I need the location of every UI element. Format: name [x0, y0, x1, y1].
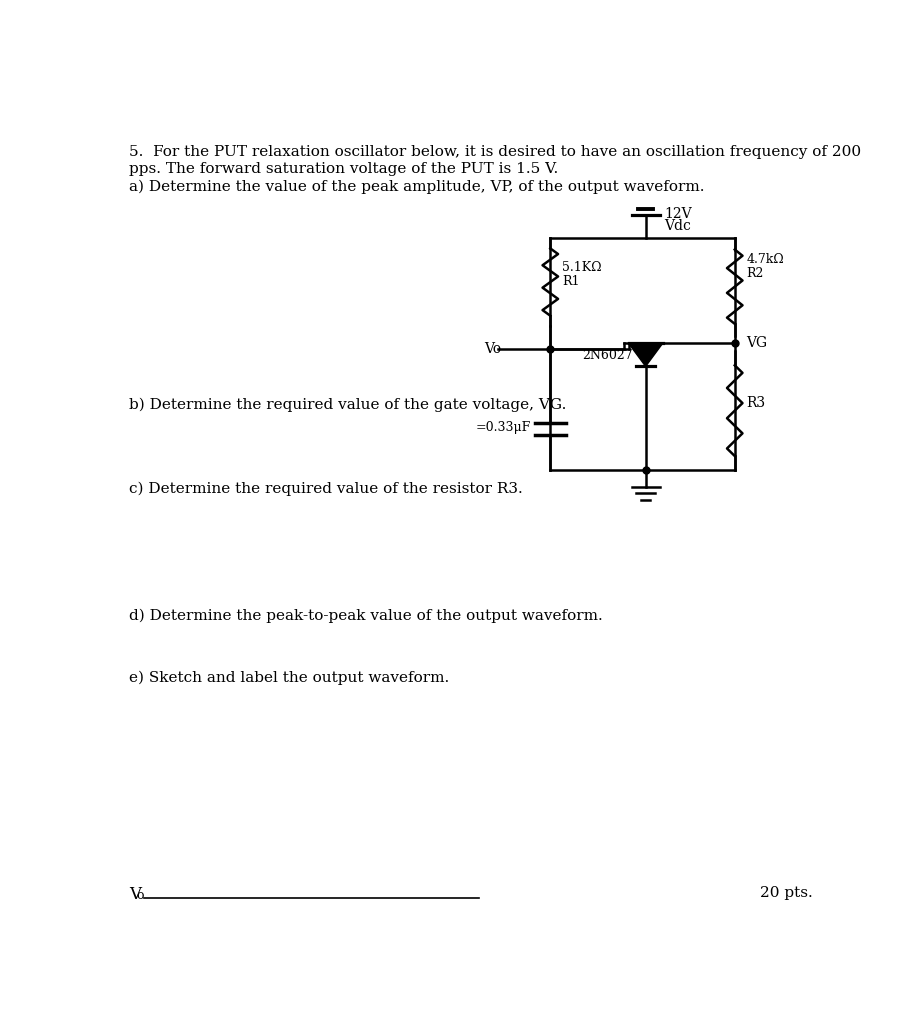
- Text: b) Determine the required value of the gate voltage, VG.: b) Determine the required value of the g…: [129, 397, 566, 412]
- Text: 4.7kΩ: 4.7kΩ: [746, 253, 784, 266]
- Text: V: V: [129, 886, 140, 903]
- Text: =0.33μF: =0.33μF: [476, 421, 531, 434]
- Text: 12V: 12V: [665, 207, 692, 221]
- Text: Vo: Vo: [485, 343, 501, 356]
- Text: R1: R1: [562, 275, 579, 288]
- Text: VG: VG: [746, 336, 767, 350]
- Text: e) Sketch and label the output waveform.: e) Sketch and label the output waveform.: [129, 671, 449, 685]
- Text: 2N6027: 2N6027: [582, 350, 633, 362]
- Text: a) Determine the value of the peak amplitude, VP, of the output waveform.: a) Determine the value of the peak ampli…: [129, 180, 704, 194]
- Text: R3: R3: [746, 396, 766, 410]
- Text: 5.1KΩ: 5.1KΩ: [562, 261, 601, 273]
- Text: o: o: [137, 890, 144, 902]
- Text: pps. The forward saturation voltage of the PUT is 1.5 V.: pps. The forward saturation voltage of t…: [129, 162, 558, 176]
- Text: d) Determine the peak-to-peak value of the output waveform.: d) Determine the peak-to-peak value of t…: [129, 609, 602, 623]
- Polygon shape: [629, 344, 663, 366]
- Text: 5.  For the PUT relaxation oscillator below, it is desired to have an oscillatio: 5. For the PUT relaxation oscillator bel…: [129, 146, 861, 159]
- Text: R2: R2: [746, 267, 764, 280]
- Text: Vdc: Vdc: [665, 220, 691, 233]
- Text: 20 pts.: 20 pts.: [759, 886, 812, 900]
- Text: c) Determine the required value of the resistor R3.: c) Determine the required value of the r…: [129, 482, 522, 496]
